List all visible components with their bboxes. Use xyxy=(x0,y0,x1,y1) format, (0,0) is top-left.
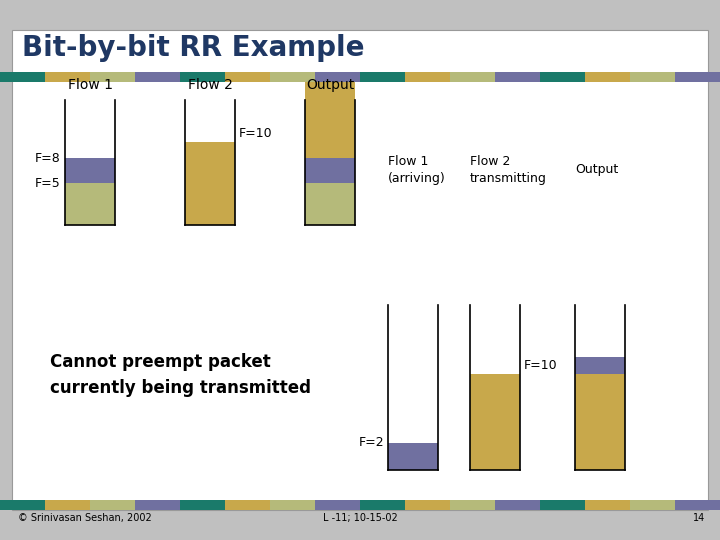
Bar xyxy=(388,442,438,470)
Text: Bit-by-bit RR Example: Bit-by-bit RR Example xyxy=(22,34,364,62)
Bar xyxy=(575,357,625,374)
Text: F=10: F=10 xyxy=(239,127,273,140)
Text: 14: 14 xyxy=(693,513,705,523)
Bar xyxy=(0,500,45,510)
Text: Flow 1: Flow 1 xyxy=(68,78,112,92)
Text: Flow 1
(arriving): Flow 1 (arriving) xyxy=(388,155,446,185)
Bar xyxy=(585,500,630,510)
Bar xyxy=(305,158,355,184)
Bar xyxy=(90,72,135,82)
Text: F=5: F=5 xyxy=(35,177,61,190)
Bar xyxy=(270,72,315,82)
Bar xyxy=(360,500,405,510)
Bar xyxy=(185,141,235,225)
Bar xyxy=(495,500,540,510)
Text: © Srinivasan Seshan, 2002: © Srinivasan Seshan, 2002 xyxy=(18,513,152,523)
Bar xyxy=(65,184,115,225)
Bar xyxy=(630,500,675,510)
Bar xyxy=(405,72,450,82)
Bar xyxy=(12,30,708,510)
Text: L -11; 10-15-02: L -11; 10-15-02 xyxy=(323,513,397,523)
Text: Output: Output xyxy=(306,78,354,92)
Bar xyxy=(45,72,90,82)
Bar xyxy=(450,72,495,82)
Bar xyxy=(180,72,225,82)
Bar xyxy=(540,72,585,82)
Bar xyxy=(360,72,405,82)
Bar xyxy=(495,72,540,82)
Text: Cannot preempt packet
currently being transmitted: Cannot preempt packet currently being tr… xyxy=(50,353,311,397)
Bar xyxy=(135,500,180,510)
Bar xyxy=(675,72,720,82)
Text: Flow 2: Flow 2 xyxy=(188,78,233,92)
Bar xyxy=(0,72,45,82)
Text: F=8: F=8 xyxy=(35,152,61,165)
Bar xyxy=(585,72,630,82)
Text: F=10: F=10 xyxy=(524,359,557,372)
Bar xyxy=(575,374,625,470)
Bar xyxy=(630,72,675,82)
Bar xyxy=(315,72,360,82)
Bar xyxy=(225,500,270,510)
Bar xyxy=(270,500,315,510)
Bar xyxy=(305,184,355,225)
Text: Output: Output xyxy=(575,164,618,177)
Bar xyxy=(305,75,355,158)
Bar xyxy=(65,158,115,184)
Bar xyxy=(405,500,450,510)
Text: F=2: F=2 xyxy=(359,436,384,449)
Bar xyxy=(540,500,585,510)
Bar xyxy=(315,500,360,510)
Bar xyxy=(180,500,225,510)
Bar xyxy=(90,500,135,510)
Bar xyxy=(470,374,520,470)
Bar xyxy=(135,72,180,82)
Bar xyxy=(225,72,270,82)
Bar xyxy=(450,500,495,510)
Text: Flow 2
transmitting: Flow 2 transmitting xyxy=(470,155,547,185)
Bar xyxy=(675,500,720,510)
Bar xyxy=(45,500,90,510)
